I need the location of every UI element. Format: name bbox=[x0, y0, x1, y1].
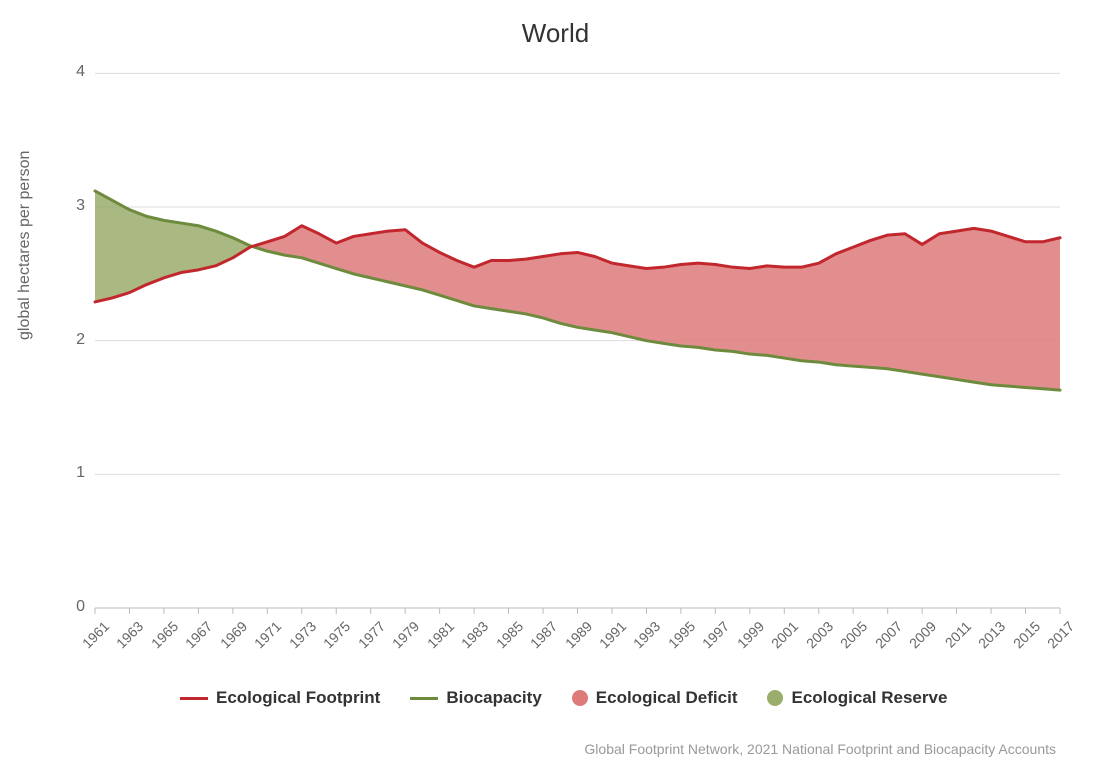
legend-label: Biocapacity bbox=[446, 688, 541, 708]
y-tick-label: 3 bbox=[55, 197, 85, 215]
area-reserve bbox=[95, 191, 252, 302]
legend-item: Ecological Reserve bbox=[767, 688, 947, 708]
y-tick-label: 4 bbox=[55, 63, 85, 81]
legend-item: Ecological Footprint bbox=[180, 688, 380, 708]
legend-dot-swatch bbox=[767, 690, 783, 706]
legend-label: Ecological Footprint bbox=[216, 688, 380, 708]
chart-container: World global hectares per person Ecologi… bbox=[0, 0, 1111, 771]
legend-label: Ecological Reserve bbox=[791, 688, 947, 708]
legend-line-swatch bbox=[410, 697, 438, 700]
y-tick-label: 2 bbox=[55, 331, 85, 349]
legend-line-swatch bbox=[180, 697, 208, 700]
area-deficit bbox=[252, 226, 1060, 390]
legend-dot-swatch bbox=[572, 690, 588, 706]
legend-item: Ecological Deficit bbox=[572, 688, 738, 708]
y-tick-label: 1 bbox=[55, 464, 85, 482]
attribution-text: Global Footprint Network, 2021 National … bbox=[584, 741, 1056, 757]
legend-item: Biocapacity bbox=[410, 688, 541, 708]
legend: Ecological Footprint Biocapacity Ecologica… bbox=[180, 688, 1051, 712]
y-tick-label: 0 bbox=[55, 598, 85, 616]
legend-label: Ecological Deficit bbox=[596, 688, 738, 708]
